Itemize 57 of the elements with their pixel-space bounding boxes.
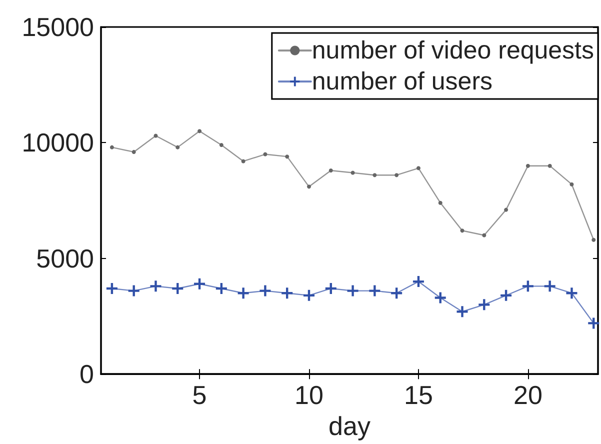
- point: [588, 318, 600, 329]
- point: [132, 150, 136, 154]
- point: [198, 129, 202, 134]
- point: [328, 168, 333, 172]
- point: [592, 238, 596, 242]
- point: [544, 280, 556, 292]
- point: [548, 164, 552, 168]
- point: [282, 288, 293, 299]
- x-tick-label: 5: [192, 380, 207, 410]
- point: [369, 285, 380, 296]
- point: [241, 159, 246, 164]
- point: [394, 173, 399, 178]
- point: [325, 282, 336, 294]
- point: [347, 285, 358, 296]
- point: [285, 154, 290, 159]
- point: [566, 288, 578, 299]
- point: [456, 306, 468, 318]
- point: [150, 280, 162, 292]
- point: [263, 152, 268, 156]
- point: [194, 278, 206, 290]
- y-tick-label: 10000: [22, 128, 94, 158]
- point: [412, 276, 424, 288]
- point: [434, 292, 446, 304]
- point: [216, 282, 227, 294]
- y-tick-label: 15000: [22, 12, 94, 42]
- point: [154, 134, 158, 138]
- point: [350, 170, 355, 175]
- point: [391, 288, 402, 299]
- point: [482, 233, 486, 238]
- point: [128, 285, 140, 296]
- x-tick-label: 10: [294, 380, 324, 410]
- y-tick-label: 0: [80, 359, 94, 390]
- point: [416, 166, 420, 170]
- y-tick-label: 5000: [36, 243, 94, 274]
- point: [303, 290, 314, 301]
- point: [219, 143, 224, 148]
- point: [238, 288, 249, 299]
- point: [176, 145, 180, 150]
- x-axis-title: day: [328, 411, 370, 441]
- x-tick-label: 20: [513, 380, 542, 410]
- point: [307, 184, 311, 189]
- point: [504, 208, 508, 212]
- point: [460, 228, 464, 233]
- point: [172, 282, 184, 294]
- point: [438, 200, 442, 205]
- legend-label: number of users: [312, 68, 493, 96]
- point: [570, 182, 574, 186]
- legend-label: number of video requests: [312, 36, 594, 64]
- point: [372, 173, 377, 178]
- point: [260, 285, 271, 296]
- x-tick-label: 15: [404, 380, 433, 410]
- point: [500, 290, 512, 301]
- point: [526, 164, 530, 168]
- point: [110, 145, 114, 150]
- point: [478, 299, 490, 310]
- point: [106, 282, 118, 294]
- point: [522, 280, 534, 292]
